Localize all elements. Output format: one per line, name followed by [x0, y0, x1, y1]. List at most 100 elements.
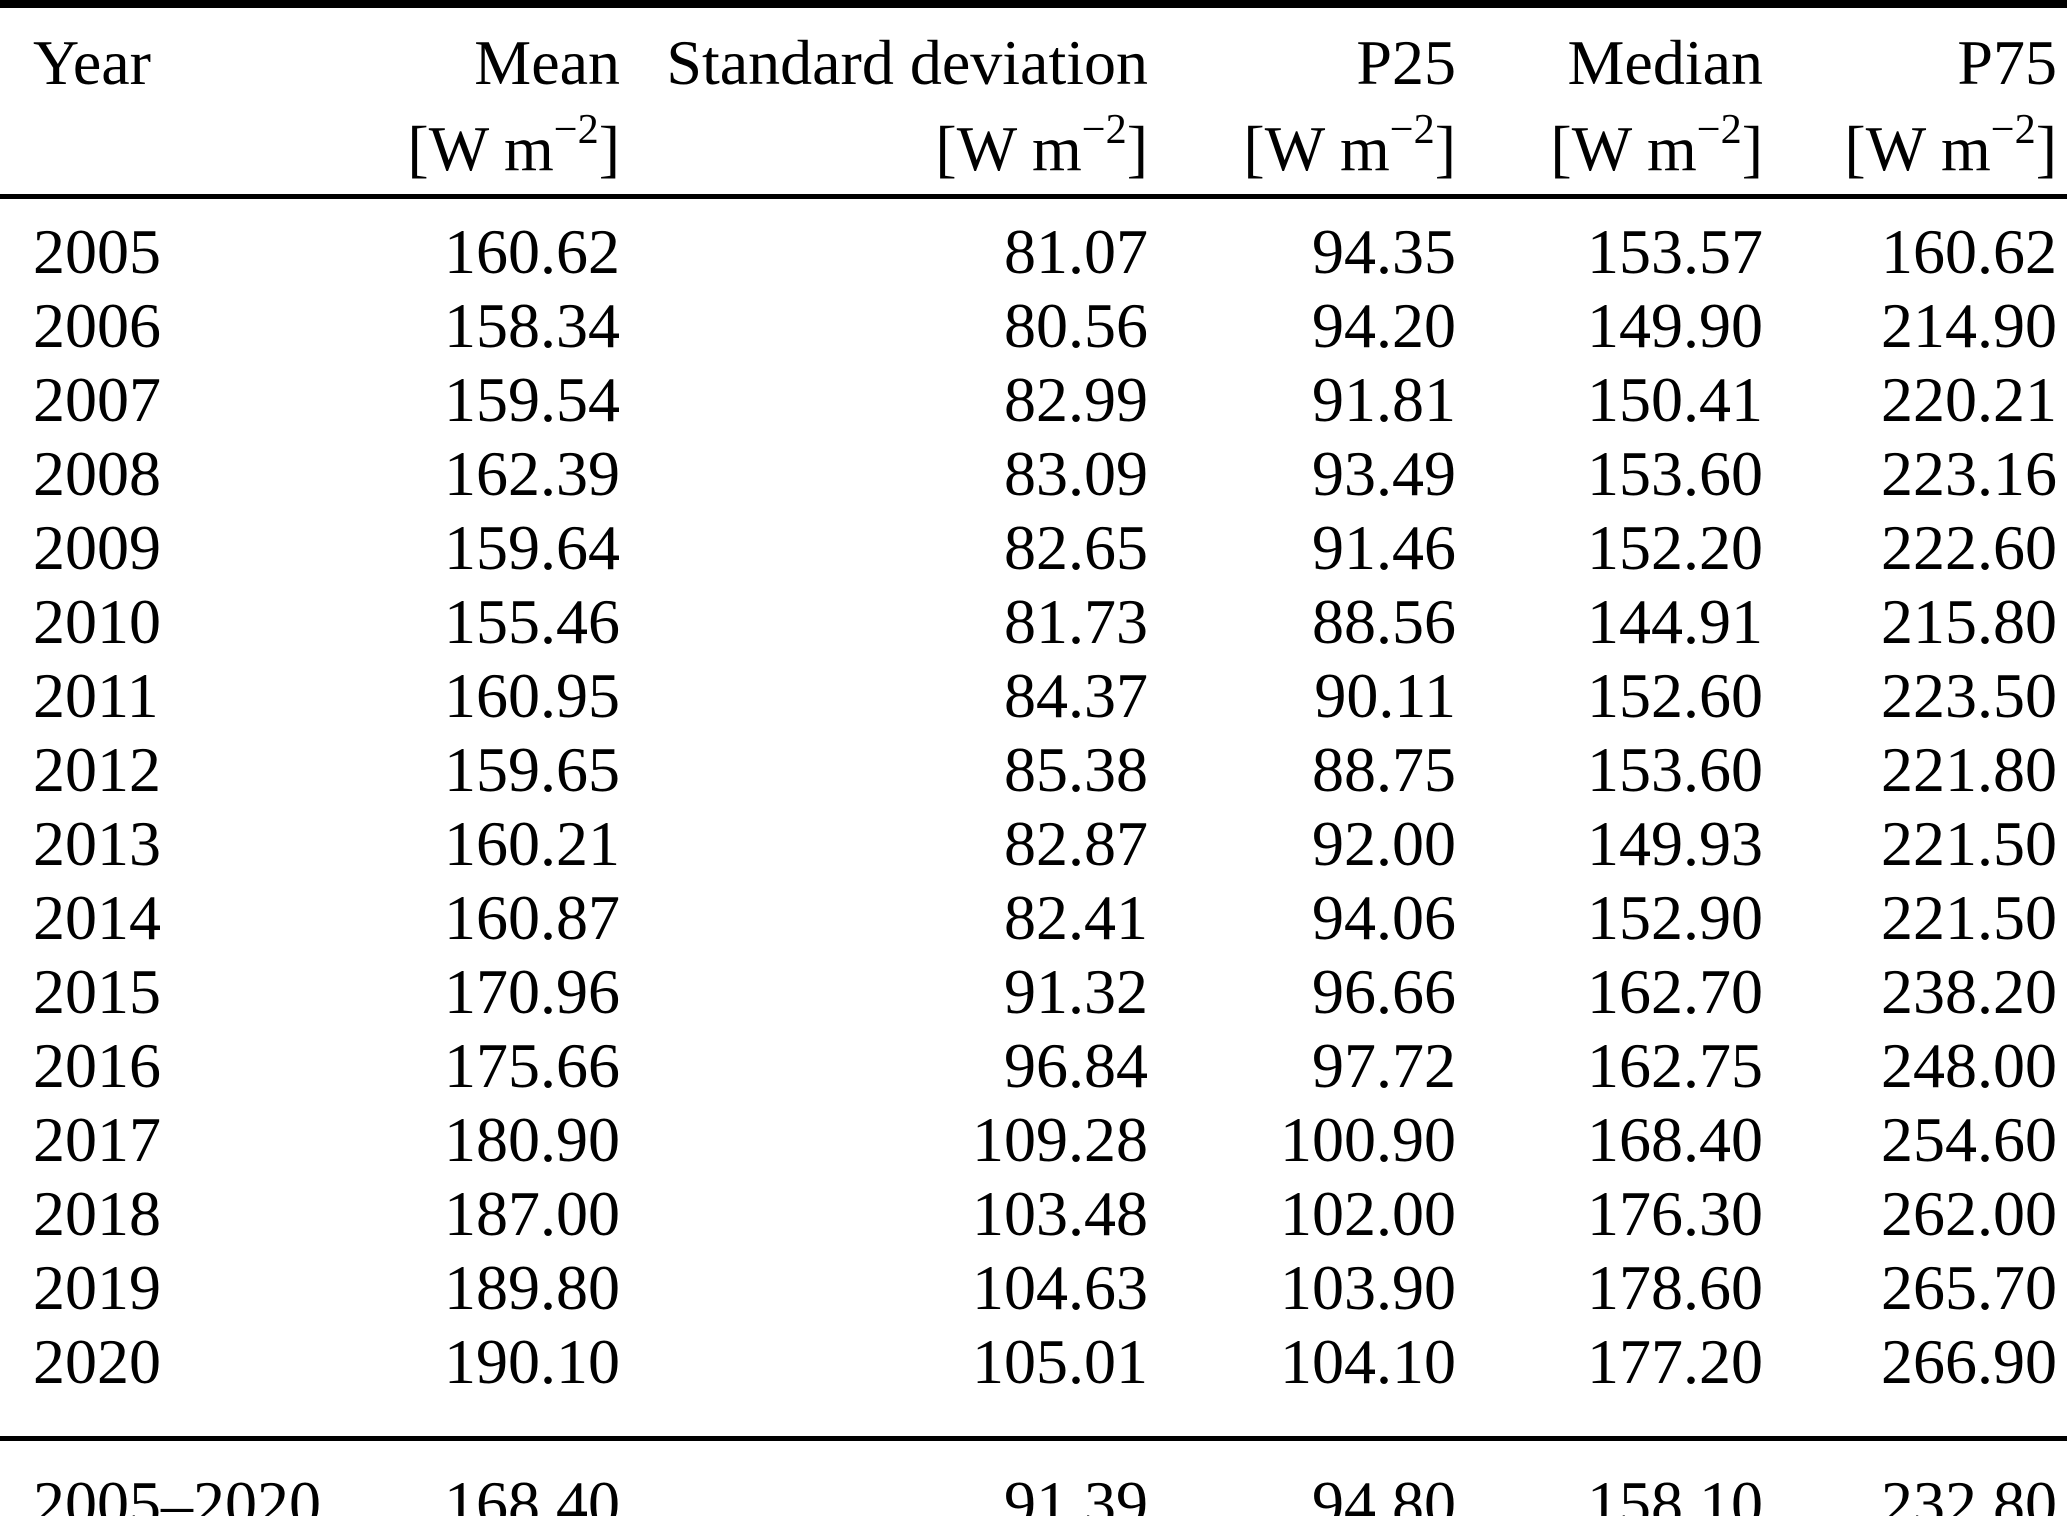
year-cell: 2010 — [33, 586, 161, 657]
p25-cell: 104.10 — [1280, 1326, 1456, 1397]
std-cell: 82.65 — [1004, 512, 1148, 583]
std-cell: 96.84 — [1004, 1030, 1148, 1101]
p75-cell: 222.60 — [1881, 512, 2057, 583]
p75-cell: 214.90 — [1881, 290, 2057, 361]
col-unit-year — [0, 110, 350, 199]
mean-cell: 159.64 — [444, 512, 620, 583]
year-cell: 2020 — [33, 1326, 161, 1397]
p25-cell: 102.00 — [1280, 1178, 1456, 1249]
table-row: 2019 189.80 104.63 103.90 178.60 265.70 — [0, 1251, 2067, 1325]
table-row: 2007 159.54 82.99 91.81 150.41 220.21 — [0, 363, 2067, 437]
median-cell: 168.40 — [1587, 1104, 1763, 1175]
p25-cell: 91.46 — [1312, 512, 1456, 583]
median-cell: 144.91 — [1587, 586, 1763, 657]
col-unit-std: [W m−2] — [620, 108, 1148, 199]
mean-cell: 158.34 — [444, 290, 620, 361]
std-cell: 80.56 — [1004, 290, 1148, 361]
median-cell: 149.93 — [1587, 808, 1763, 879]
median-cell: 152.60 — [1587, 660, 1763, 731]
std-cell: 105.01 — [972, 1326, 1148, 1397]
table-summary: 2005–2020 168.40 91.39 94.80 158.10 232.… — [0, 1436, 2067, 1516]
p75-cell: 160.62 — [1881, 216, 2057, 287]
header-unit-row: [W m−2] [W m−2] [W m−2] [W m−2] [W m−2] — [0, 108, 2067, 199]
std-cell: 81.73 — [1004, 586, 1148, 657]
mean-cell: 160.62 — [444, 216, 620, 287]
col-unit-mean: [W m−2] — [350, 108, 620, 199]
p75-cell: 254.60 — [1881, 1104, 2057, 1175]
p25-cell: 103.90 — [1280, 1252, 1456, 1323]
p75-cell: 238.20 — [1881, 956, 2057, 1027]
table-header: Year Mean Standard deviation P25 Median … — [0, 4, 2067, 199]
std-cell: 82.87 — [1004, 808, 1148, 879]
col-header-p25: P25 — [1356, 27, 1456, 98]
p75-cell: 266.90 — [1881, 1326, 2057, 1397]
median-cell: 176.30 — [1587, 1178, 1763, 1249]
mean-cell: 187.00 — [444, 1178, 620, 1249]
median-cell: 178.60 — [1587, 1252, 1763, 1323]
mean-cell: 160.87 — [444, 882, 620, 953]
mean-cell: 162.39 — [444, 438, 620, 509]
p25-cell: 91.81 — [1312, 364, 1456, 435]
year-cell: 2014 — [33, 882, 161, 953]
table-row: 2016 175.66 96.84 97.72 162.75 248.00 — [0, 1029, 2067, 1103]
median-cell: 150.41 — [1587, 364, 1763, 435]
year-cell: 2013 — [33, 808, 161, 879]
year-cell: 2007 — [33, 364, 161, 435]
std-cell: 83.09 — [1004, 438, 1148, 509]
table-body: 2005 160.62 81.07 94.35 153.57 160.62 2006 158… — [0, 197, 2067, 1439]
summary-median-cell: 158.10 — [1456, 1436, 1763, 1516]
year-cell: 2016 — [33, 1030, 161, 1101]
std-cell: 82.99 — [1004, 364, 1148, 435]
p25-cell: 94.20 — [1312, 290, 1456, 361]
header-label-row: Year Mean Standard deviation P25 Median … — [0, 4, 2067, 110]
year-cell: 2009 — [33, 512, 161, 583]
median-cell: 153.60 — [1587, 734, 1763, 805]
median-cell: 149.90 — [1587, 290, 1763, 361]
table-row: 2020 190.10 105.01 104.10 177.20 266.90 — [0, 1325, 2067, 1439]
p25-cell: 94.35 — [1312, 216, 1456, 287]
median-cell: 177.20 — [1587, 1326, 1763, 1397]
std-cell: 81.07 — [1004, 216, 1148, 287]
year-cell: 2017 — [33, 1104, 161, 1175]
col-unit-median: [W m−2] — [1456, 108, 1763, 199]
col-header-year: Year — [33, 27, 151, 98]
col-unit-p25: [W m−2] — [1148, 108, 1456, 199]
table-row: 2010 155.46 81.73 88.56 144.91 215.80 — [0, 585, 2067, 659]
col-header-median: Median — [1567, 27, 1764, 98]
p75-cell: 223.16 — [1881, 438, 2057, 509]
summary-p75-cell: 232.80 — [1763, 1436, 2067, 1516]
year-cell: 2012 — [33, 734, 161, 805]
mean-cell: 190.10 — [444, 1326, 620, 1397]
std-cell: 85.38 — [1004, 734, 1148, 805]
std-cell: 109.28 — [972, 1104, 1148, 1175]
year-cell: 2019 — [33, 1252, 161, 1323]
table-row: 2018 187.00 103.48 102.00 176.30 262.00 — [0, 1177, 2067, 1251]
p75-cell: 220.21 — [1881, 364, 2057, 435]
p25-cell: 100.90 — [1280, 1104, 1456, 1175]
table-row: 2006 158.34 80.56 94.20 149.90 214.90 — [0, 289, 2067, 363]
table-row: 2015 170.96 91.32 96.66 162.70 238.20 — [0, 955, 2067, 1029]
p25-cell: 92.00 — [1312, 808, 1456, 879]
mean-cell: 180.90 — [444, 1104, 620, 1175]
table-row: 2011 160.95 84.37 90.11 152.60 223.50 — [0, 659, 2067, 733]
mean-cell: 155.46 — [444, 586, 620, 657]
std-cell: 82.41 — [1004, 882, 1148, 953]
table-row: 2008 162.39 83.09 93.49 153.60 223.16 — [0, 437, 2067, 511]
mean-cell: 159.65 — [444, 734, 620, 805]
col-unit-p75: [W m−2] — [1763, 108, 2067, 199]
std-cell: 91.32 — [1004, 956, 1148, 1027]
summary-year-cell: 2005–2020 — [0, 1436, 350, 1516]
std-cell: 104.63 — [972, 1252, 1148, 1323]
summary-p25-cell: 94.80 — [1148, 1436, 1456, 1516]
mean-cell: 160.21 — [444, 808, 620, 879]
median-cell: 153.60 — [1587, 438, 1763, 509]
std-cell: 84.37 — [1004, 660, 1148, 731]
col-header-p75: P75 — [1957, 27, 2057, 98]
year-cell: 2005 — [33, 216, 161, 287]
p25-cell: 93.49 — [1312, 438, 1456, 509]
p75-cell: 265.70 — [1881, 1252, 2057, 1323]
mean-cell: 170.96 — [444, 956, 620, 1027]
std-cell: 103.48 — [972, 1178, 1148, 1249]
